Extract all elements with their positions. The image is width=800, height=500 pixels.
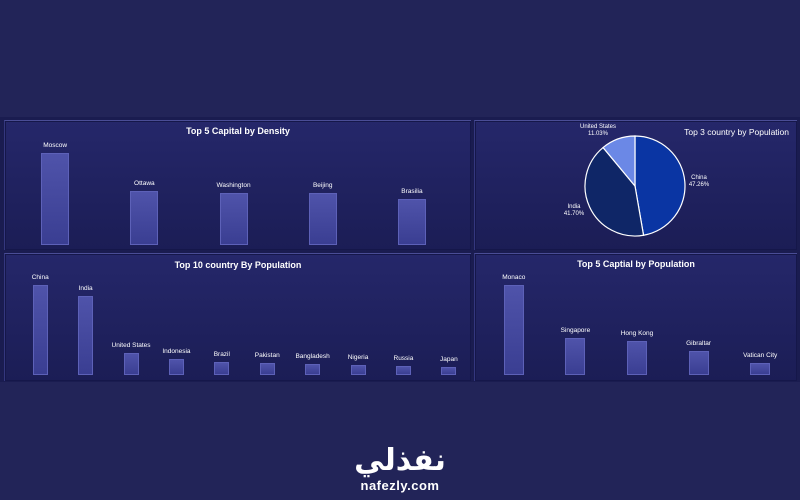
bar-label-moscow: Moscow (43, 141, 68, 149)
bar-monaco (503, 285, 524, 375)
bar-label-ottawa: Ottawa (134, 179, 155, 187)
bar-label-japan: Japan (439, 355, 458, 363)
bar-label-bangladesh: Bangladesh (295, 353, 330, 361)
bar-japan (441, 366, 457, 375)
bar-russia (395, 366, 411, 375)
bar-hong-kong (627, 340, 647, 375)
bar-bangladesh (305, 364, 321, 375)
pie-slice-united-states (602, 135, 636, 188)
bar-beijing (308, 192, 337, 245)
bar-nigeria (350, 365, 366, 375)
pie-label-value: 47.26% (688, 182, 710, 188)
pie-label-name: United States (579, 124, 617, 130)
bar-brasilia (397, 199, 426, 245)
population-pie-chart (584, 135, 686, 237)
pie-label-name: India (567, 204, 581, 210)
bar-vatican-city (750, 363, 771, 375)
bar-pakistan (259, 363, 275, 375)
pie-label-united-states: United States 11.03% (580, 124, 616, 138)
dashboard: Top 5 Capital by Density Moscow Ottawa Was… (0, 117, 800, 382)
bar-label-indonesia: Indonesia (162, 347, 191, 355)
bar-label-hong-kong: Hong Kong (620, 329, 654, 337)
pie-label-china: China 47.26% (689, 175, 709, 189)
bar-label-china: China (31, 274, 49, 281)
top10-country-population-panel: Top 10 country By Population China India U… (4, 253, 471, 381)
bar-moscow (41, 152, 70, 245)
bar-label-singapore: Singapore (560, 327, 591, 335)
bar-label-vatican-city: Vatican City (743, 352, 778, 360)
bar-brazil (214, 361, 230, 375)
bar-indonesia (168, 358, 184, 375)
bar-label-russia: Russia (393, 355, 414, 362)
bar-label-india: India (78, 284, 93, 292)
bar-label-gibraltar: Gibraltar (686, 339, 712, 347)
capital-density-chart-title: Top 5 Capital by Density (186, 126, 290, 136)
bar-label-pakistan: Pakistan (254, 352, 280, 360)
bar-ottawa (130, 190, 159, 245)
bar-gibraltar (688, 350, 709, 375)
bar-india (78, 295, 94, 375)
capital-population-panel: Top 5 Captial by Population Monaco Singap… (474, 253, 797, 381)
brand-logo: نفذلي nafezly.com (0, 443, 800, 494)
country-population-pie-title: Top 3 country by Population (684, 127, 789, 137)
bar-label-united-states: United States (111, 342, 151, 350)
capital-population-title: Top 5 Captial by Population (577, 259, 695, 269)
bar-label-nigeria: Nigeria (347, 354, 369, 362)
bar-label-monaco: Monaco (502, 274, 526, 281)
bar-washington (219, 192, 248, 245)
bar-singapore (565, 338, 586, 375)
country-population-pie-panel: Top 3 country by Population China 47.26% I… (474, 120, 797, 250)
brand-url: nafezly.com (360, 478, 440, 493)
pie-label-name: China (691, 175, 707, 181)
brand-arabic-wordmark: نفذلي (354, 443, 446, 478)
bar-label-beijing: Beijing (312, 181, 333, 189)
top10-country-population-title: Top 10 country By Population (174, 260, 302, 270)
capital-density-chart-panel: Top 5 Capital by Density Moscow Ottawa Was… (4, 120, 471, 250)
pie-label-india: India 41.70% (564, 204, 584, 218)
bar-label-washington: Washington (216, 181, 251, 189)
bar-label-brasilia: Brasilia (401, 188, 423, 196)
pie-label-value: 41.70% (563, 211, 585, 217)
bar-china (32, 285, 48, 375)
pie-label-value: 11.03% (588, 131, 608, 137)
bar-label-brazil: Brazil (213, 350, 230, 358)
pie-slice-india (584, 146, 645, 237)
pie-slice-china (634, 135, 686, 236)
bar-united-states (123, 353, 139, 375)
